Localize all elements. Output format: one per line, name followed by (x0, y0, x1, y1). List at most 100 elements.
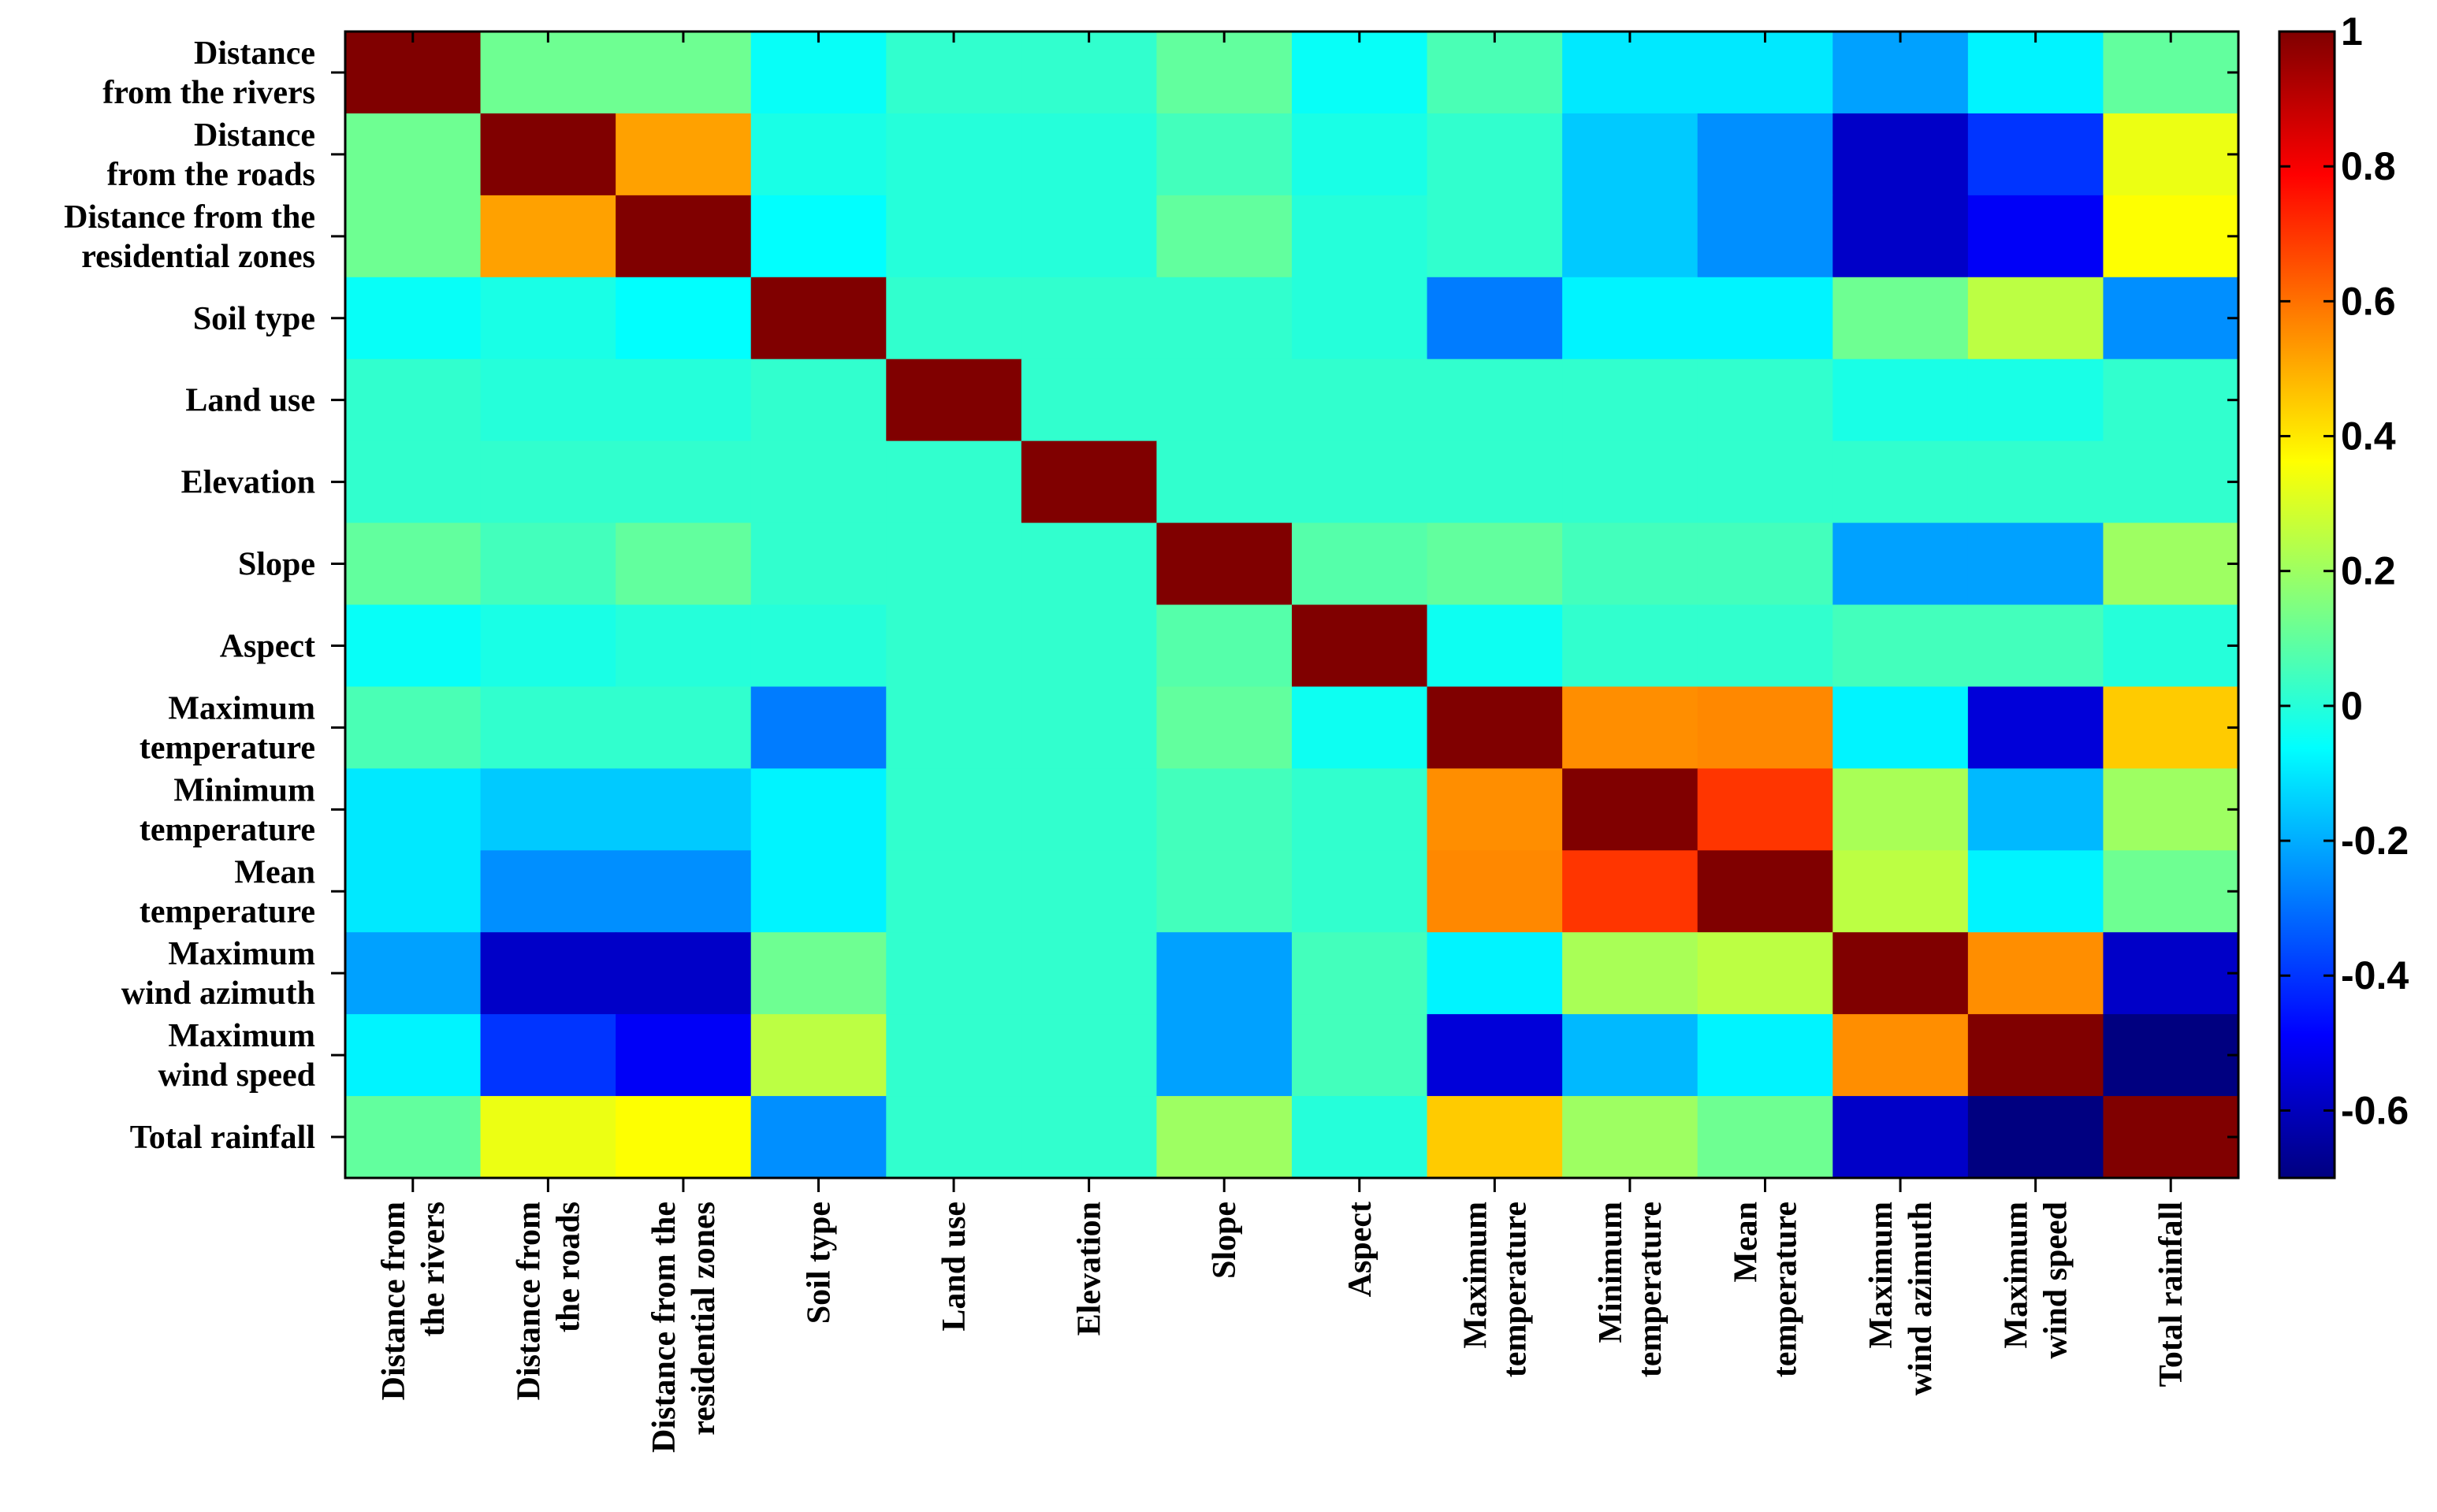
heatmap-cell-r9-c2 (616, 768, 752, 851)
column-label-text: Slope (1207, 1202, 1243, 1279)
heatmap-cell-r4-c13 (2103, 358, 2239, 442)
heatmap-cell-r2-c6 (1156, 195, 1293, 278)
heatmap-cell-r5-c8 (1427, 440, 1563, 524)
row-label: Maximum temperature (140, 690, 315, 766)
heatmap-cell-r10-c5 (1021, 850, 1158, 933)
heatmap-cell-r0-c7 (1292, 32, 1428, 114)
column-label: Meantemperature (1728, 1202, 1804, 1377)
heatmap-cell-r10-c0 (345, 850, 482, 933)
heatmap-cell-r1-c12 (1967, 113, 2104, 196)
column-label-line: the rivers (415, 1202, 452, 1336)
heatmap-cell-r0-c5 (1021, 32, 1158, 114)
heatmap-cell-r6-c7 (1292, 522, 1428, 606)
heatmap-cell-r9-c1 (480, 768, 616, 851)
heatmap-cell-r4-c2 (616, 358, 752, 442)
column-label-line: wind speed (2038, 1202, 2074, 1359)
heatmap-cell-r3-c2 (616, 277, 752, 360)
column-label-text: Meantemperature (1728, 1202, 1804, 1377)
heatmap-cell-r11-c1 (480, 932, 616, 1015)
heatmap-cell-r8-c6 (1156, 686, 1293, 769)
heatmap-cell-r1-c10 (1697, 113, 1833, 196)
row-label-line: Aspect (220, 629, 315, 665)
heatmap-cell-r11-c5 (1021, 932, 1158, 1015)
heatmap-cell-r12-c1 (480, 1014, 616, 1097)
heatmap-cell-r6-c4 (886, 522, 1022, 606)
heatmap-cell-r0-c12 (1967, 32, 2104, 114)
heatmap-cell-r6-c1 (480, 522, 616, 606)
column-label-line: Maximum (1863, 1202, 1899, 1349)
row-label-line: from the roads (107, 157, 315, 193)
heatmap-cell-r4-c12 (1967, 358, 2104, 442)
row-label-line: residential zones (81, 239, 315, 275)
column-label-text: Distance from theresidential zones (646, 1202, 722, 1453)
row-label: Maximum wind speed (158, 1018, 315, 1094)
heatmap-cell-r13-c7 (1292, 1096, 1428, 1179)
heatmap-cell-r2-c12 (1967, 195, 2104, 278)
heatmap-cell-r6-c8 (1427, 522, 1563, 606)
column-label-line: residential zones (686, 1202, 722, 1436)
heatmap-cell-r7-c13 (2103, 604, 2239, 688)
column-label-line: temperature (1768, 1202, 1804, 1377)
heatmap-cell-r12-c3 (750, 1014, 887, 1097)
heatmap-cell-r2-c9 (1562, 195, 1698, 278)
heatmap-cell-r0-c8 (1427, 32, 1563, 114)
column-label: Maximumtemperature (1457, 1202, 1533, 1377)
heatmap-cell-r9-c13 (2103, 768, 2239, 851)
heatmap-cell-r12-c11 (1832, 1014, 1969, 1097)
heatmap-cell-r10-c12 (1967, 850, 2104, 933)
column-label: Minimumtemperature (1593, 1202, 1669, 1377)
heatmap-cell-r4-c6 (1156, 358, 1293, 442)
heatmap-cell-r7-c4 (886, 604, 1022, 688)
heatmap-cell-r4-c3 (750, 358, 887, 442)
column-label-line: Soil type (802, 1202, 838, 1324)
heatmap-cell-r6-c12 (1967, 522, 2104, 606)
column-label: Soil type (802, 1202, 838, 1324)
heatmap-cell-r6-c11 (1832, 522, 1969, 606)
heatmap-cell-r6-c0 (345, 522, 482, 606)
column-label: Distance fromthe rivers (376, 1202, 452, 1400)
row-label-line: wind azimuth (121, 975, 315, 1012)
heatmap-cell-r8-c13 (2103, 686, 2239, 769)
column-label: Distance fromthe roads (511, 1202, 586, 1400)
heatmap-cell-r10-c6 (1156, 850, 1293, 933)
heatmap-cell-r7-c6 (1156, 604, 1293, 688)
heatmap-cell-r12-c12 (1967, 1014, 2104, 1097)
heatmap-cell-r5-c4 (886, 440, 1022, 524)
heatmap-cell-r12-c5 (1021, 1014, 1158, 1097)
column-label-text: Total rainfall (2153, 1202, 2190, 1387)
heatmap-cell-r3-c11 (1832, 277, 1969, 360)
heatmap-cell-r12-c9 (1562, 1014, 1698, 1097)
heatmap-cell-r9-c9 (1562, 768, 1698, 851)
heatmap-cell-r3-c5 (1021, 277, 1158, 360)
heatmap-cell-r3-c7 (1292, 277, 1428, 360)
column-label-text: Distance fromthe roads (511, 1202, 586, 1400)
heatmap-cell-r8-c9 (1562, 686, 1698, 769)
heatmap-cell-r0-c11 (1832, 32, 1969, 114)
heatmap-cell-r1-c5 (1021, 113, 1158, 196)
heatmap-cell-r9-c4 (886, 768, 1022, 851)
heatmap-cell-r1-c13 (2103, 113, 2239, 196)
colorbar-ticks: 1 0.8 0.6 0.4 0.2 0 -0.2 -0.4 -0.6 (2279, 9, 2409, 1132)
heatmap-cell-r0-c9 (1562, 32, 1698, 114)
heatmap-cell-r8-c4 (886, 686, 1022, 769)
heatmap-cell-r10-c8 (1427, 850, 1563, 933)
row-label: Distance from the roads (107, 117, 315, 193)
column-label-text: Land use (936, 1202, 973, 1332)
heatmap-cell-r4-c8 (1427, 358, 1563, 442)
heatmap-cell-r8-c7 (1292, 686, 1428, 769)
row-label-line: Maximum (168, 936, 315, 972)
heatmap-cell-r6-c3 (750, 522, 887, 606)
heatmap-cell-r5-c6 (1156, 440, 1293, 524)
heatmap-cell-r7-c3 (750, 604, 887, 688)
heatmap-cell-r7-c1 (480, 604, 616, 688)
heatmap-cell-r0-c10 (1697, 32, 1833, 114)
row-label: Aspect (220, 629, 315, 665)
heatmap-cell-r9-c6 (1156, 768, 1293, 851)
colorbar-tick-label: -0.4 (2341, 953, 2409, 997)
heatmap-cell-r5-c9 (1562, 440, 1698, 524)
heatmap-cell-r0-c1 (480, 32, 616, 114)
heatmap-cell-r6-c10 (1697, 522, 1833, 606)
heatmap-cell-r4-c11 (1832, 358, 1969, 442)
heatmap-cell-r13-c5 (1021, 1096, 1158, 1179)
heatmap-cell-r8-c2 (616, 686, 752, 769)
